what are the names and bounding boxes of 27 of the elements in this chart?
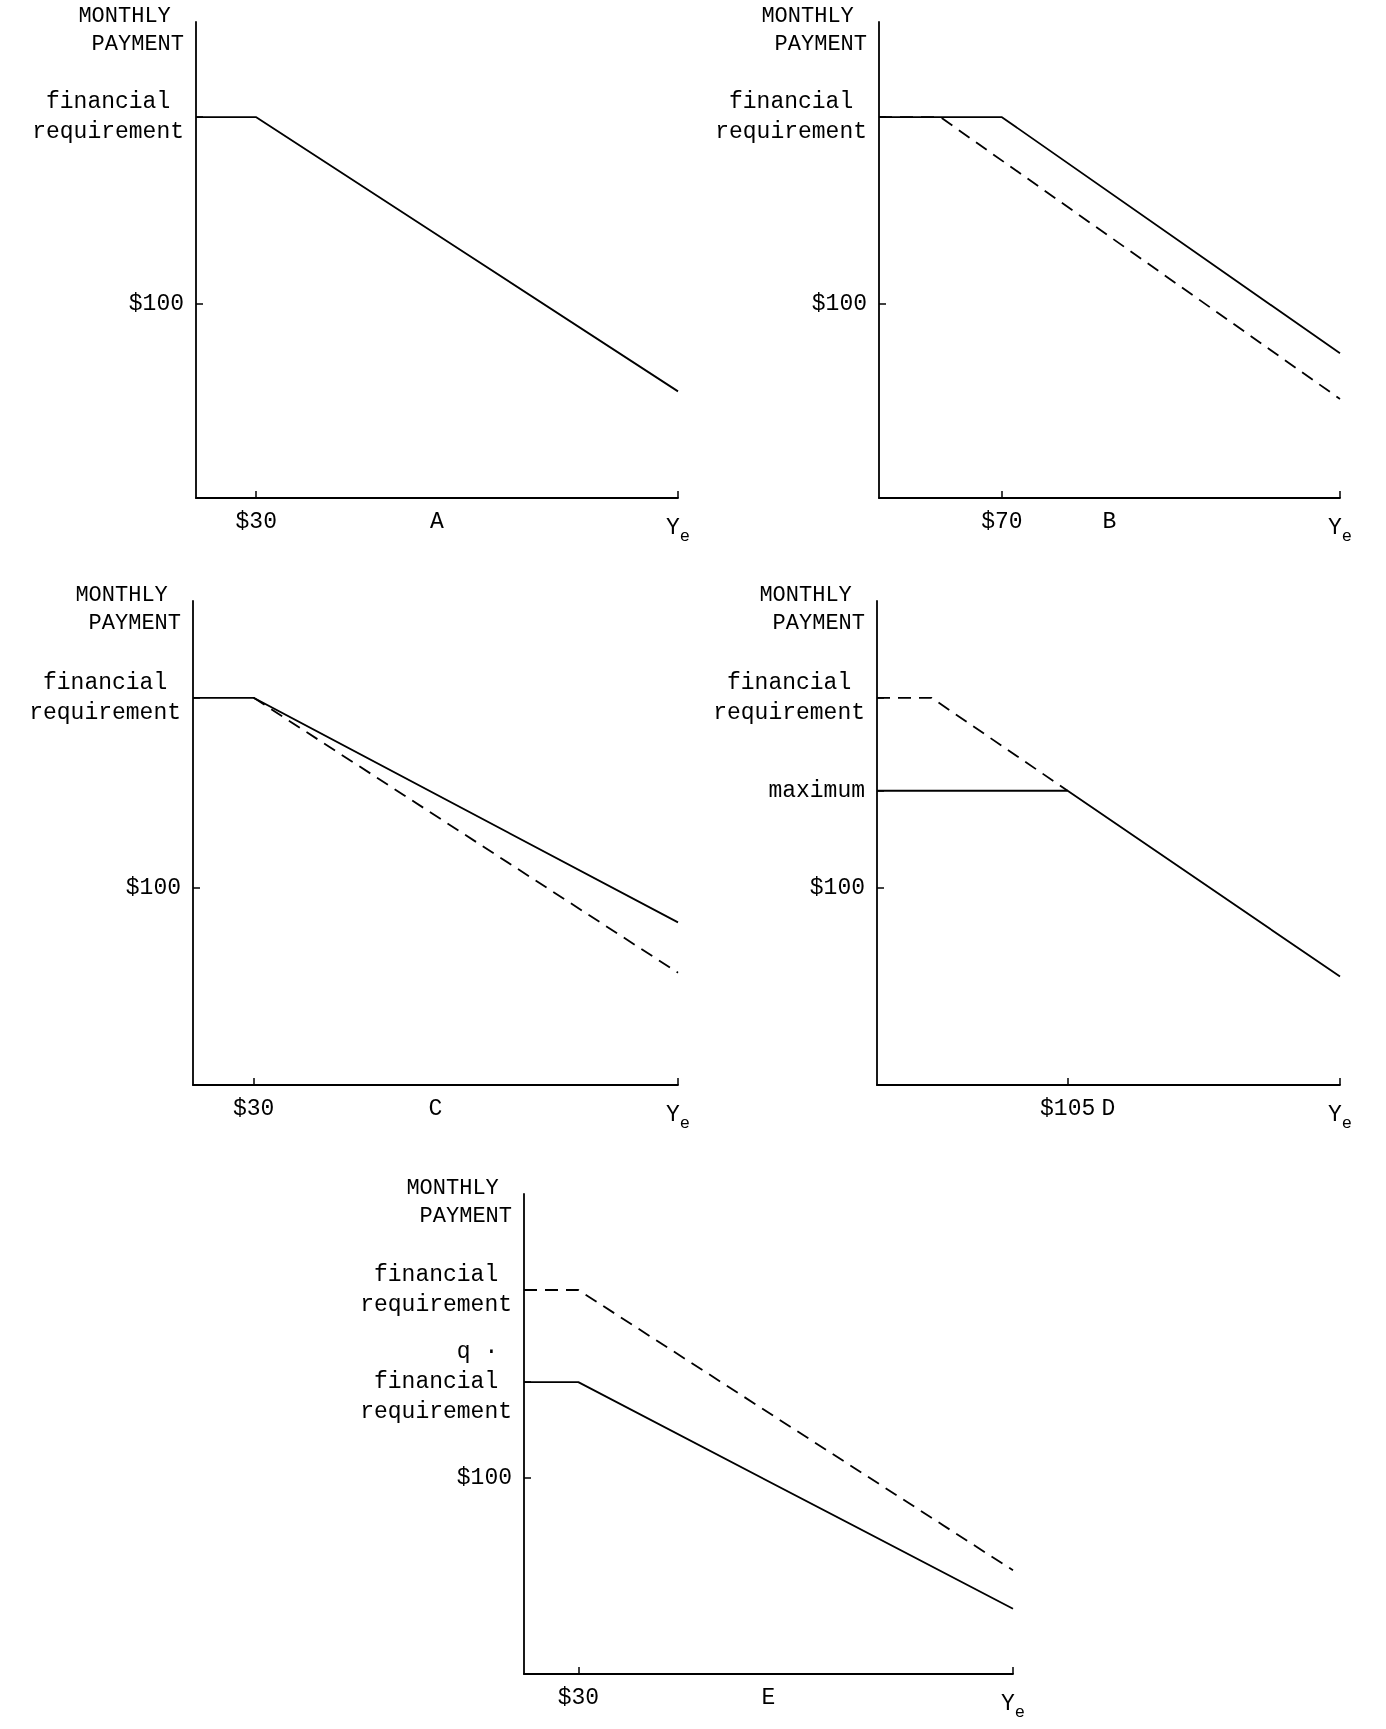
y-axis-title: MONTHLY PAYMENT	[78, 3, 184, 57]
text: $100	[456, 1465, 512, 1492]
text: maximum	[768, 777, 865, 804]
text: $100	[128, 290, 184, 317]
text: financial requirement	[713, 669, 865, 726]
x-tick-label: $105	[1040, 1095, 1096, 1122]
x-tick-label: $30	[232, 1095, 275, 1122]
x-tick-label: $30	[557, 1684, 600, 1711]
y-axis-title: MONTHLY PAYMENT	[761, 3, 867, 57]
text: $100	[125, 874, 181, 901]
y-axis-title: MONTHLY PAYMENT	[759, 582, 865, 636]
text: $100	[809, 874, 865, 901]
text: financial requirement	[29, 669, 181, 726]
text: financial requirement	[360, 1262, 512, 1318]
y-axis-title: MONTHLY PAYMENT	[406, 1175, 512, 1229]
x-tick-label: $30	[235, 508, 277, 535]
x-axis-title: A	[430, 508, 445, 535]
x-axis-title: C	[428, 1095, 443, 1122]
text: $100	[811, 290, 867, 317]
text: financial requirement	[32, 89, 184, 146]
y-axis-title: MONTHLY PAYMENT	[75, 582, 181, 636]
x-axis-title: B	[1102, 508, 1117, 535]
x-axis-title: D	[1101, 1095, 1116, 1122]
text: financial requirement	[715, 89, 867, 146]
x-tick-label: $70	[981, 508, 1023, 535]
text: q · financial requirement	[360, 1339, 512, 1426]
x-axis-title: E	[761, 1684, 776, 1711]
